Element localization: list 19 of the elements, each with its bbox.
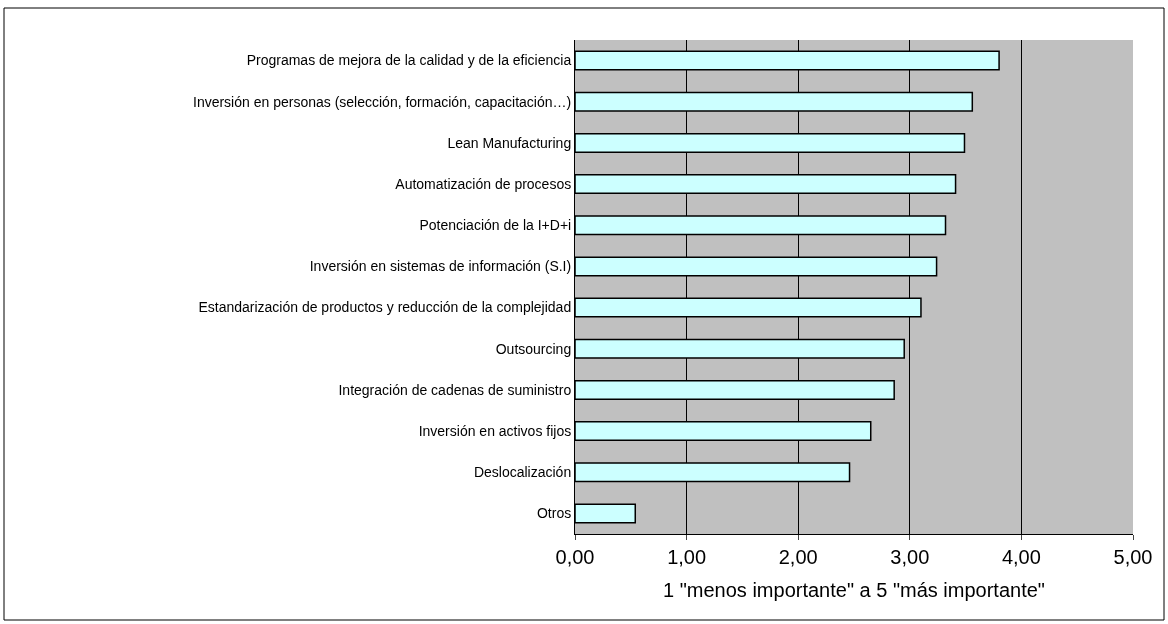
y-tick-label: Otros	[536, 505, 572, 522]
x-axis-title: 1 "menos importante" a 5 "más importante"	[663, 578, 1045, 601]
y-tick-label: Estandarización de productos y reducción de la complejidad	[198, 299, 572, 316]
x-tick-label: 1,00	[667, 546, 707, 568]
y-tick-label: Integración de cadenas de suministro	[338, 381, 572, 398]
x-tick-label: 5,00	[1113, 546, 1153, 568]
y-tick-label: Lean Manufacturing	[447, 134, 572, 151]
y-tick-label: Programas de mejora de la calidad y de la eficiencia	[246, 52, 572, 69]
y-tick-label: Inversión en sistemas de información (S.I)	[309, 258, 572, 275]
y-tick-label: Deslocalización	[473, 464, 572, 481]
x-tick-label: 2,00	[778, 546, 818, 568]
x-tick-label: 3,00	[890, 546, 930, 568]
y-tick-label: Outsourcing	[495, 340, 572, 357]
y-tick-label: Inversión en personas (selección, formación, capacitación…)	[193, 93, 572, 110]
y-tick-label: Automatización de procesos	[395, 175, 572, 192]
y-tick-label: Inversión en activos fijos	[418, 422, 572, 439]
x-tick-label: 4,00	[1001, 546, 1041, 568]
y-tick-label: Potenciación de la I+D+i	[419, 217, 572, 234]
x-tick-label: 0,00	[555, 546, 595, 568]
